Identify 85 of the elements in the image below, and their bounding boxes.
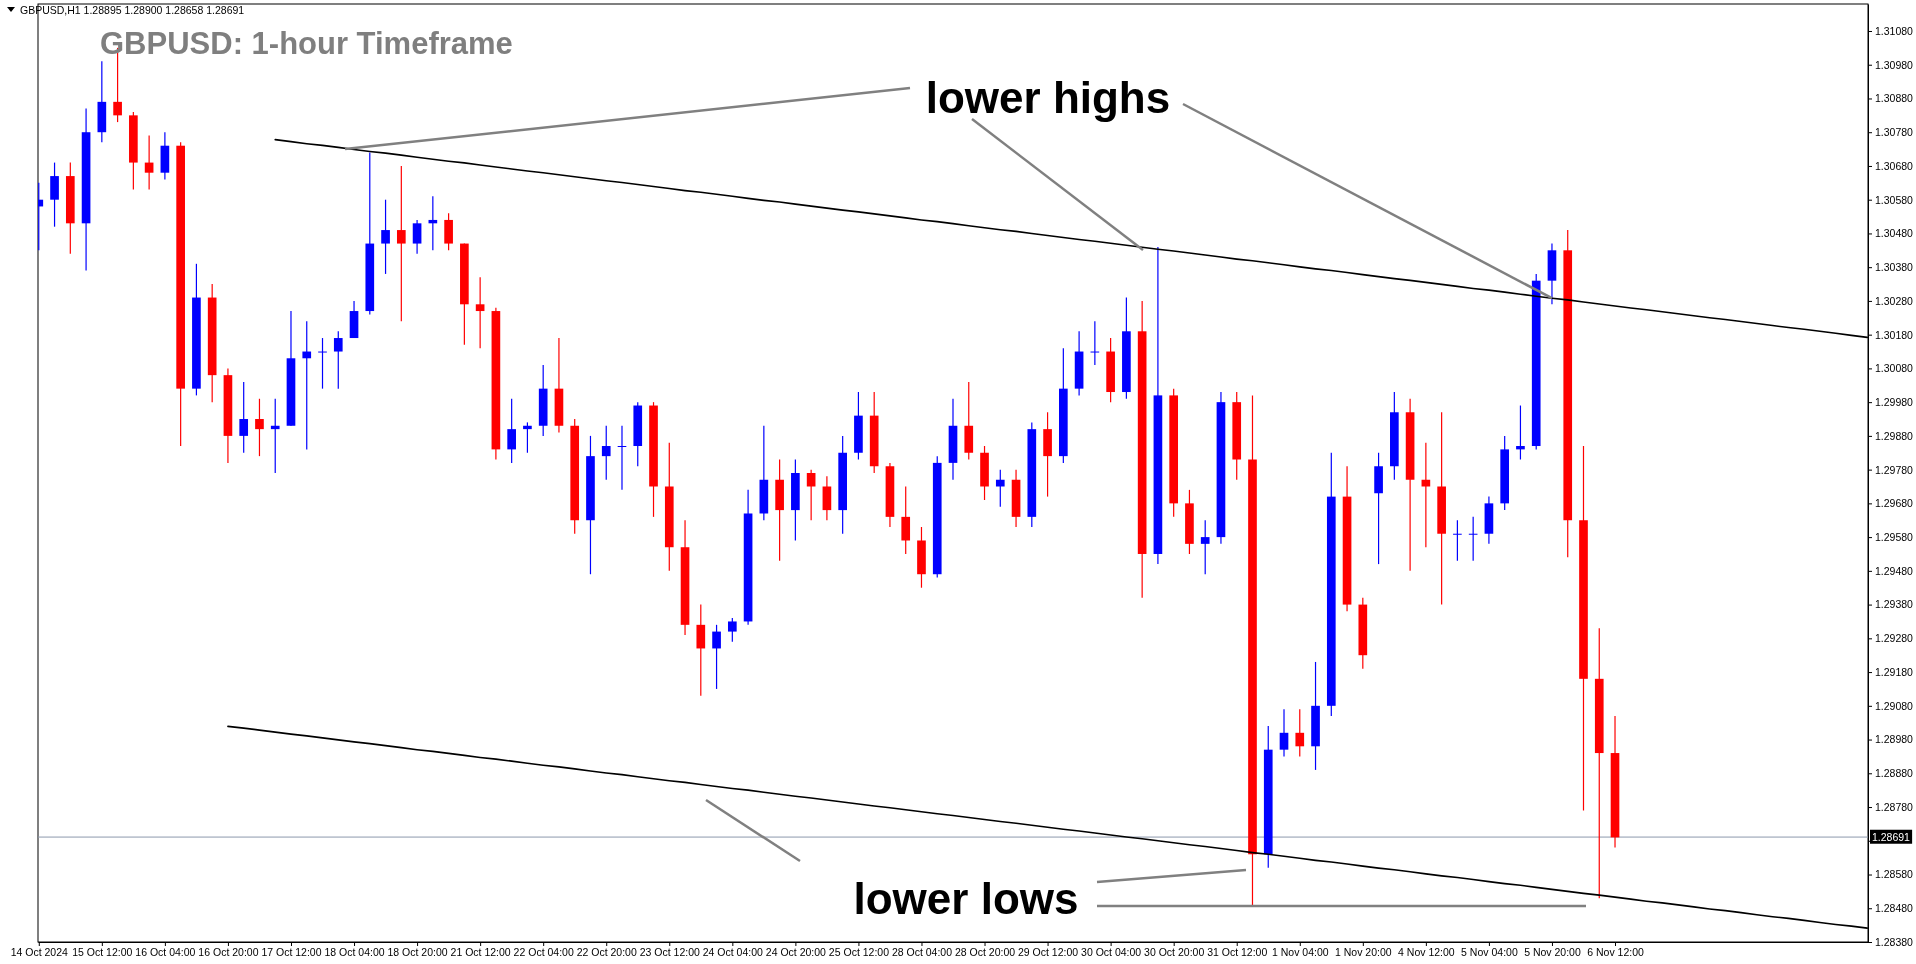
candlestick xyxy=(1516,404,1525,461)
y-tick-label: 1.29880 xyxy=(1875,429,1914,442)
candlestick xyxy=(333,330,343,390)
y-tick-label: 1.30980 xyxy=(1875,58,1914,71)
x-tick-label: 16 Oct 20:00 xyxy=(198,946,259,959)
x-tick-label: 5 Nov 20:00 xyxy=(1524,946,1581,959)
candlestick xyxy=(318,337,327,390)
x-tick-label: 28 Oct 20:00 xyxy=(954,946,1016,959)
x-tick-label: 31 Oct 12:00 xyxy=(1207,946,1268,959)
candlestick xyxy=(396,165,406,322)
candlestick xyxy=(50,161,59,228)
candlestick xyxy=(381,199,390,275)
text: GBPUSD: 1-hour Timeframe xyxy=(100,26,513,61)
y-tick-label: 1.29480 xyxy=(1875,564,1914,577)
candlestick xyxy=(444,212,453,251)
candlestick xyxy=(1279,708,1289,758)
y-tick-label: 1.29980 xyxy=(1875,396,1914,408)
x-tick-label: 1 Nov 20:00 xyxy=(1335,946,1392,959)
candlestick xyxy=(995,469,1005,508)
x-tick-label: 17 Oct 12:00 xyxy=(261,946,322,959)
x-tick-label: 14 Oct 2024 xyxy=(10,946,69,959)
x-tick-label: 28 Oct 04:00 xyxy=(891,946,953,959)
candlestick xyxy=(601,425,611,481)
y-tick-label: 1.28380 xyxy=(1875,935,1914,948)
y-tick-label: 1.29780 xyxy=(1875,463,1914,476)
x-tick-label: 6 Nov 12:00 xyxy=(1587,946,1644,959)
y-tick-label: 1.30680 xyxy=(1875,159,1914,172)
x-tick-label: 15 Oct 12:00 xyxy=(72,946,133,959)
y-tick-label: 1.31080 xyxy=(1875,24,1914,37)
y-tick-label: 1.28880 xyxy=(1875,767,1914,780)
y-tick-label: 1.29580 xyxy=(1875,530,1914,543)
ref-line-label: 1.28691 xyxy=(1872,830,1911,843)
candlestick xyxy=(302,320,312,450)
candlestick xyxy=(696,603,706,697)
candlestick xyxy=(475,276,485,349)
x-tick-label: 16 Oct 04:00 xyxy=(135,946,196,959)
x-tick-label: 5 Nov 04:00 xyxy=(1461,946,1518,959)
y-tick-label: 1.30580 xyxy=(1875,193,1914,206)
candlestick xyxy=(727,617,737,643)
x-tick-label: 29 Oct 12:00 xyxy=(1018,946,1079,959)
x-tick-label: 4 Nov 12:00 xyxy=(1398,946,1455,959)
x-tick-label: 30 Oct 20:00 xyxy=(1144,946,1205,959)
y-tick-label: 1.30380 xyxy=(1875,261,1914,274)
y-tick-label: 1.29680 xyxy=(1875,497,1914,510)
y-tick-label: 1.29380 xyxy=(1875,598,1914,611)
candlestick xyxy=(523,421,532,454)
candlestick xyxy=(822,475,832,521)
y-tick-label: 1.29280 xyxy=(1875,632,1914,645)
annotation: lower highs xyxy=(925,73,1171,122)
candlestick xyxy=(255,398,264,457)
candlestick xyxy=(1295,708,1305,758)
candlestick xyxy=(1200,519,1210,575)
x-tick-label: 18 Oct 04:00 xyxy=(324,946,385,959)
y-tick-label: 1.28980 xyxy=(1875,733,1914,746)
x-tick-label: 23 Oct 12:00 xyxy=(639,946,700,959)
y-tick-label: 1.30780 xyxy=(1875,126,1914,139)
x-tick-label: 25 Oct 12:00 xyxy=(828,946,890,959)
y-tick-label: 1.30280 xyxy=(1875,294,1914,307)
candlestick xyxy=(412,219,422,255)
y-tick-label: 1.30880 xyxy=(1875,92,1914,105)
candlestick xyxy=(712,624,721,690)
candlestick xyxy=(144,134,154,191)
x-tick-label: 24 Oct 20:00 xyxy=(765,946,827,959)
y-tick-label: 1.28780 xyxy=(1875,800,1914,813)
annotation: GBPUSD,H1 1.28895 1.28900 1.28658 1.28691 xyxy=(20,4,245,16)
y-tick-label: 1.30080 xyxy=(1875,362,1914,375)
y-tick-label: 1.30180 xyxy=(1875,328,1914,341)
x-tick-label: 22 Oct 04:00 xyxy=(513,946,574,959)
candlestick xyxy=(270,398,280,474)
candlestick xyxy=(901,485,911,555)
y-tick-label: 1.28480 xyxy=(1875,902,1914,915)
y-tick-label: 1.28580 xyxy=(1875,868,1914,881)
x-tick-label: 1 Nov 04:00 xyxy=(1271,946,1329,959)
y-tick-label: 1.29080 xyxy=(1875,699,1914,712)
candlestick xyxy=(507,398,516,464)
candlestick xyxy=(1453,519,1462,562)
x-tick-label: 22 Oct 20:00 xyxy=(576,946,637,959)
x-tick-label: 24 Oct 04:00 xyxy=(702,946,764,959)
annotation: lower lows xyxy=(853,874,1079,923)
x-tick-label: 18 Oct 20:00 xyxy=(387,946,448,959)
x-tick-label: 21 Oct 12:00 xyxy=(450,946,511,959)
x-tick-label: 30 Oct 04:00 xyxy=(1081,946,1142,959)
candlestick xyxy=(239,381,249,454)
y-tick-label: 1.30480 xyxy=(1875,227,1914,240)
y-tick-label: 1.29180 xyxy=(1875,665,1914,678)
